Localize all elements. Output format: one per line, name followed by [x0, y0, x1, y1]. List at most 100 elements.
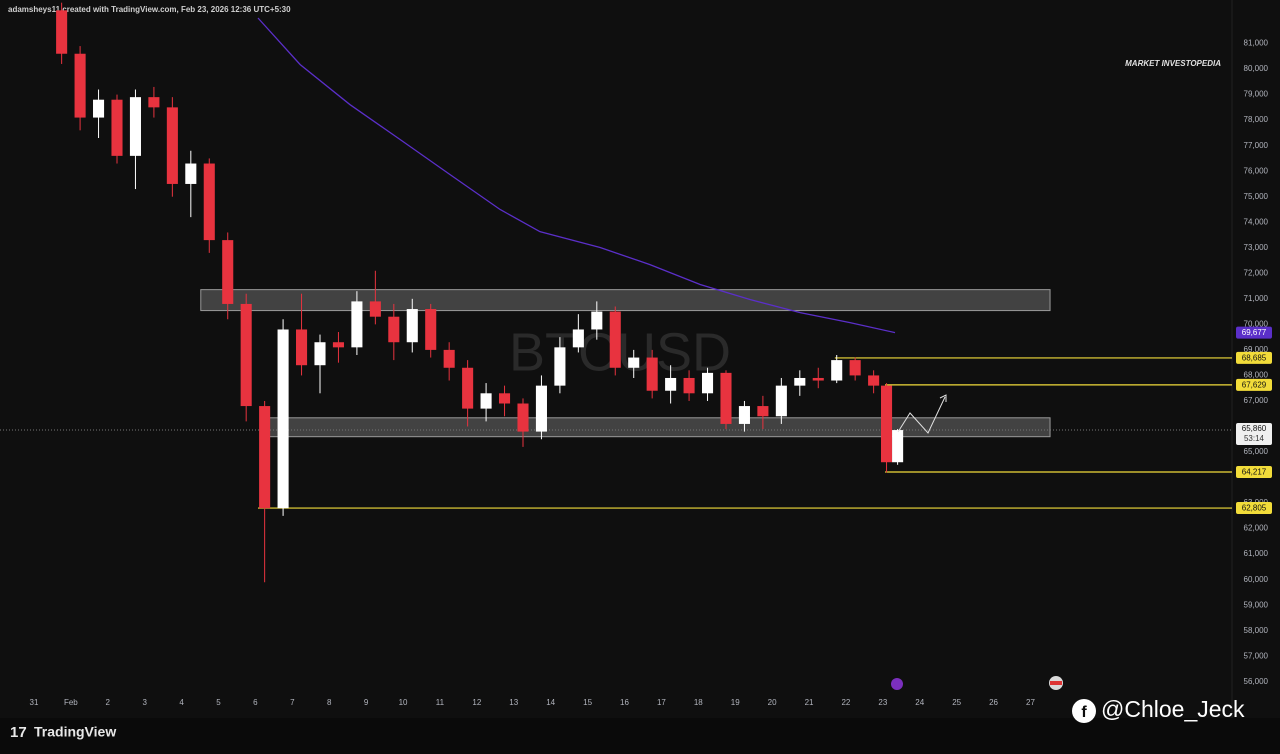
x-tick-label: 9	[364, 698, 369, 707]
candle-body	[406, 309, 418, 343]
candle-body	[332, 342, 344, 348]
x-tick-label: 31	[30, 698, 39, 707]
candle-body	[665, 377, 677, 391]
x-tick-label: 2	[106, 698, 111, 707]
y-tick-label: 75,000	[1244, 192, 1269, 201]
level-label: 68,685	[1242, 354, 1267, 363]
x-tick-label: 20	[768, 698, 777, 707]
x-tick-label: 14	[546, 698, 555, 707]
y-tick-label: 58,000	[1244, 626, 1269, 635]
ma-label-box	[1236, 326, 1272, 339]
x-tick-label: 8	[327, 698, 332, 707]
x-tick-label: 27	[1026, 698, 1035, 707]
y-tick-label: 74,000	[1244, 217, 1269, 226]
candle-body	[259, 406, 271, 509]
candle-body	[499, 393, 511, 404]
zone	[261, 417, 1051, 438]
level-label: 62,805	[1242, 504, 1267, 513]
candle-body	[683, 377, 695, 394]
countdown-label: 53:14	[1244, 434, 1265, 443]
candle-body	[480, 393, 492, 409]
y-tick-label: 59,000	[1244, 600, 1269, 609]
x-tick-label: 21	[805, 698, 814, 707]
forecast-arrow	[897, 394, 947, 434]
candle-body	[646, 357, 658, 391]
x-tick-label: 18	[694, 698, 703, 707]
level-label-box	[1236, 351, 1272, 364]
last-price-label: 65,860	[1242, 424, 1267, 433]
x-tick-label: 4	[179, 698, 184, 707]
y-tick-label: 60,000	[1244, 575, 1269, 584]
y-tick-label: 62,000	[1244, 524, 1269, 533]
x-tick-label: 13	[509, 698, 518, 707]
x-tick-label: 3	[142, 698, 147, 707]
candle-body	[388, 316, 400, 343]
moving-average	[257, 17, 896, 334]
candle-body	[720, 372, 732, 424]
candle-body	[794, 377, 806, 386]
y-tick-label: 79,000	[1244, 90, 1269, 99]
header-text: adamsheys11 created with TradingView.com…	[8, 5, 291, 14]
candle-body	[93, 99, 105, 118]
candle-body	[314, 342, 326, 366]
facebook-f: f	[1081, 704, 1087, 721]
candle-body	[591, 311, 603, 330]
x-tick-label: 11	[436, 698, 445, 707]
y-tick-label: 80,000	[1244, 64, 1269, 73]
candle-body	[129, 97, 141, 156]
x-tick-label: 24	[915, 698, 924, 707]
candle-body	[517, 403, 529, 432]
y-tick-label: 73,000	[1244, 243, 1269, 252]
candle-body	[296, 329, 308, 366]
y-tick-label: 76,000	[1244, 166, 1269, 175]
candle-body	[535, 385, 547, 432]
level-label-box	[1236, 502, 1272, 515]
level-label-box	[1236, 378, 1272, 391]
candle-body	[240, 303, 252, 407]
x-tick-label: 16	[620, 698, 629, 707]
candle-body	[369, 301, 381, 317]
candle-body	[572, 329, 584, 348]
candle-body	[812, 377, 824, 381]
footer-bar	[0, 718, 1280, 754]
candle-body	[554, 347, 566, 386]
candle-body	[351, 301, 363, 348]
candle-body	[111, 99, 123, 156]
candle-body	[56, 10, 68, 54]
y-tick-label: 72,000	[1244, 268, 1269, 277]
y-tick-label: 70,000	[1244, 319, 1269, 328]
x-tick-label: 26	[989, 698, 998, 707]
y-tick-label: 61,000	[1244, 549, 1269, 558]
candle-body	[609, 311, 621, 368]
candle-body	[462, 367, 474, 409]
candle-body	[892, 430, 904, 463]
event-icon[interactable]	[891, 678, 903, 690]
candle-body	[148, 97, 160, 108]
candle-body	[277, 329, 289, 509]
zone	[200, 289, 1051, 312]
candle-body	[628, 357, 640, 368]
x-tick-label: 19	[731, 698, 740, 707]
candle-body	[74, 53, 86, 118]
credit: @Chloe_Jeck	[1101, 696, 1245, 722]
logo: 17 TradingView	[10, 724, 116, 741]
y-tick-label: 69,000	[1244, 345, 1269, 354]
candle-body	[203, 163, 215, 241]
annotation: MARKET INVESTOPEDIA	[1125, 59, 1221, 68]
level-label: 67,629	[1242, 381, 1267, 390]
logo-icon: 17	[10, 724, 27, 741]
y-tick-label: 81,000	[1244, 39, 1269, 48]
candle-body	[868, 375, 880, 386]
x-tick-label: 5	[216, 698, 221, 707]
last-price-box	[1236, 423, 1272, 446]
flag-stripe	[1050, 681, 1062, 685]
candle-body	[775, 385, 787, 417]
y-tick-label: 67,000	[1244, 396, 1269, 405]
candle-body	[222, 240, 234, 304]
level-label-box	[1236, 466, 1272, 479]
y-tick-label: 68,000	[1244, 371, 1269, 380]
candle-body	[185, 163, 197, 184]
x-tick-label: 7	[290, 698, 295, 707]
